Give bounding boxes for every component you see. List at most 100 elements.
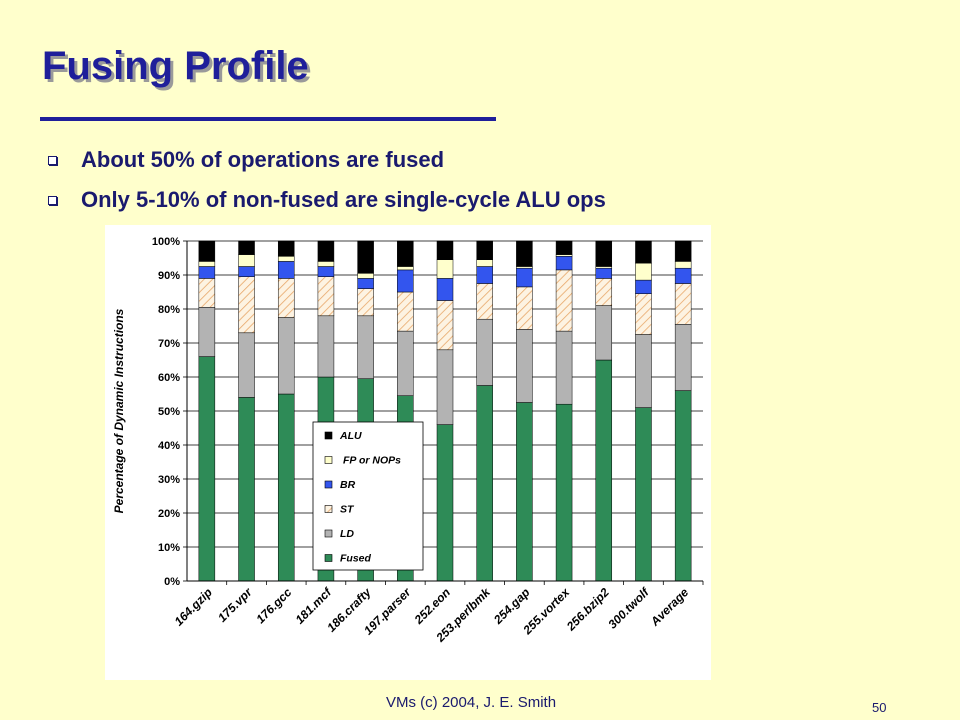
legend-swatch (324, 529, 333, 538)
bar-segment-st (317, 276, 335, 317)
bar-segment-fp-or-nops (674, 261, 692, 269)
legend-box (312, 421, 424, 571)
bar-segment-br (476, 266, 493, 284)
bar-segment-alu (516, 240, 533, 267)
bar-segment-br (516, 267, 533, 288)
bar-segment-fused (555, 403, 573, 582)
legend-swatch (324, 480, 333, 489)
bar-segment-fused (238, 397, 255, 582)
bar-segment-fp-or-nops (198, 261, 216, 267)
bar-segment-fp-or-nops (516, 266, 533, 269)
legend-label: BR (340, 479, 356, 491)
bar-segment-ld (674, 324, 692, 391)
bar-segment-ld (317, 315, 335, 378)
y-tick-label: 40% (158, 440, 180, 452)
bar-segment-fp-or-nops (357, 273, 374, 279)
bar-segment-st (357, 288, 374, 317)
bar-segment-st (277, 278, 295, 318)
bar-segment-st (555, 269, 573, 332)
bar-segment-st (516, 286, 533, 330)
legend-swatch (324, 554, 333, 562)
bar-segment-fp-or-nops (397, 266, 414, 271)
y-tick-label: 50% (158, 406, 180, 418)
legend-label: ST (340, 504, 355, 516)
title-underline (40, 117, 496, 121)
bar-segment-br (674, 267, 692, 284)
bullet-text: Only 5-10% of non-fused are single-cycle… (81, 187, 606, 212)
legend-swatch (324, 431, 333, 440)
bar-segment-alu (595, 240, 613, 267)
bar-segment-br (357, 278, 374, 289)
bar-segment-fused (198, 356, 216, 582)
bullet-item: Only 5-10% of non-fused are single-cycle… (48, 180, 606, 220)
y-tick-label: 60% (158, 372, 180, 384)
x-tick-label: 176.gcc (253, 585, 294, 626)
bar-segment-st (595, 278, 613, 306)
bar-segment-ld (516, 329, 533, 403)
bar-segment-ld (277, 317, 295, 395)
square-bullet-icon (48, 195, 57, 205)
bar-segment-ld (555, 330, 573, 405)
bar-segment-fused (476, 385, 493, 582)
bar-segment-ld (198, 307, 216, 357)
bullet-text: About 50% of operations are fused (81, 147, 445, 172)
y-tick-label: 100% (152, 236, 180, 248)
x-tick-label: 300.twolf (605, 585, 652, 632)
y-tick-label: 30% (158, 474, 180, 486)
bar-segment-fused (635, 407, 652, 582)
bar-segment-st (238, 276, 255, 334)
legend-swatch (324, 505, 333, 513)
bar-segment-br (595, 267, 613, 279)
bar-segment-br (436, 278, 454, 301)
bar-segment-alu (277, 240, 295, 257)
bar-segment-st (397, 291, 414, 332)
bar-segment-st (476, 283, 493, 320)
legend-label: LD (340, 528, 354, 540)
bar-segment-br (198, 266, 216, 279)
slide-title: Fusing Profile (42, 44, 309, 88)
chart-svg: 0% 10% 20% 30% 40% 50% 60% 70% 80% 90% 100% Percent… (112, 236, 704, 645)
bar-segment-br (635, 279, 652, 294)
bar-segment-ld (238, 332, 255, 398)
bar-segment-alu (674, 240, 692, 262)
page-number: 50 (872, 700, 887, 715)
bar-segment-br (238, 266, 255, 277)
bar-segment-fp-or-nops (238, 254, 255, 267)
bar-segment-fused (277, 393, 295, 582)
y-tick-label: 10% (158, 542, 180, 554)
y-tick-label: 0% (164, 576, 180, 588)
bar-segment-st (198, 278, 216, 308)
bar-segment-fused (516, 402, 533, 582)
y-tick-label: 80% (158, 304, 180, 316)
bar-segment-fp-or-nops (317, 261, 335, 267)
bar-segment-fp-or-nops (555, 254, 573, 257)
bar-segment-fp-or-nops (436, 259, 454, 279)
bar-segment-br (317, 266, 335, 277)
bar-segment-fp-or-nops (595, 266, 613, 269)
x-tick-label: 164.gzip (172, 585, 215, 628)
bar-segment-fp-or-nops (476, 259, 493, 267)
x-tick-label: 256.bzip2 (563, 585, 612, 634)
bar-segment-st (436, 300, 454, 351)
bar-segment-alu (317, 240, 335, 262)
bar-segment-alu (357, 240, 374, 274)
bar-segment-br (397, 269, 414, 293)
bar-segment-ld (397, 330, 414, 396)
x-tick-label: Average (647, 585, 691, 629)
footer-credit: VMs (c) 2004, J. E. Smith (386, 694, 557, 711)
bullet-item: About 50% of operations are fused (48, 140, 606, 180)
bar-segment-ld (357, 315, 374, 379)
bar-segment-alu (238, 240, 255, 255)
bar-segment-alu (635, 240, 652, 264)
legend-label: Fused (340, 553, 372, 565)
x-tick-label: 175.vpr (215, 584, 256, 625)
bar-segment-alu (476, 240, 493, 260)
bar-segment-alu (555, 240, 573, 255)
y-tick-label: 70% (158, 338, 180, 350)
bar-segment-ld (595, 305, 613, 361)
bar-segment-alu (397, 240, 414, 267)
y-tick-label: 90% (158, 270, 180, 282)
bar-segment-br (555, 256, 573, 271)
bullet-list: About 50% of operations are fused Only 5… (48, 140, 606, 220)
y-axis-label: Percentage of Dynamic Instructions (112, 308, 126, 513)
